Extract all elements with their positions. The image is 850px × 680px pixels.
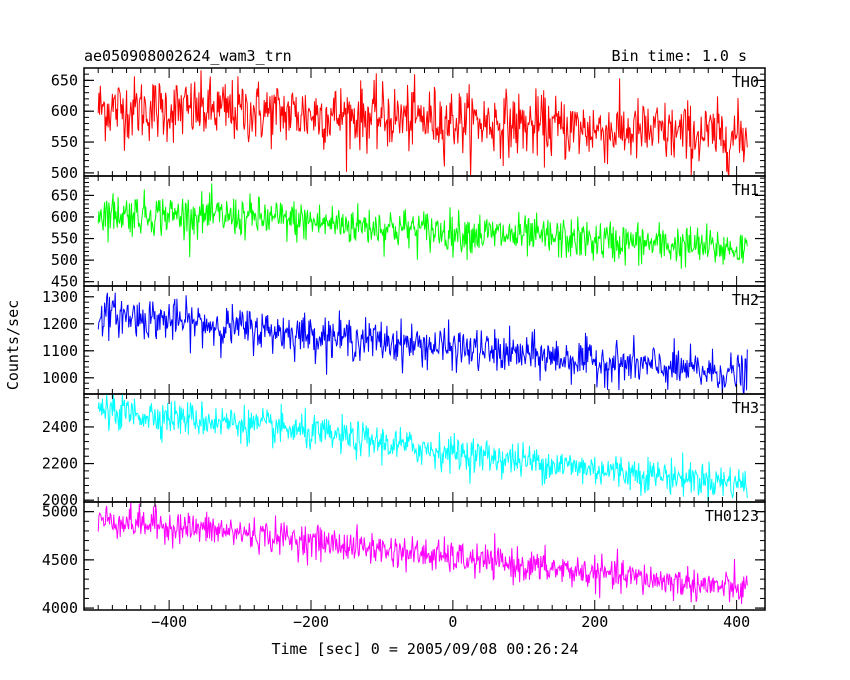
series-line-th3 [97,394,748,502]
panel-frame [83,393,766,503]
panel-th0: 500 550 600 650 TH0 [51,67,766,182]
x-tick-label: 400 [723,613,750,631]
y-tick-label: 600 [51,102,78,120]
panel-th3: 2000 2200 2400 TH3 [42,393,766,509]
y-tick-label: 600 [51,208,78,226]
y-tick-label: 650 [51,186,78,204]
panel-label: TH0 [732,73,759,91]
y-tick-label: 1200 [42,315,78,333]
series-line-th0123 [97,502,748,605]
series-line-th2 [97,292,748,394]
y-tick-label: 1100 [42,342,78,360]
y-tick-label: 450 [51,273,78,291]
panel-label: TH2 [732,291,759,309]
bin-time-label: Bin time: 1.0 s [612,47,747,65]
y-tick-label: 2200 [42,455,78,473]
series-line-th1 [97,183,748,269]
x-axis: −400 −200 0 200 400 [151,613,750,631]
y-tick-label: 550 [51,133,78,151]
panel-th0123: 4000 4500 5000 TH0123 [42,501,766,617]
y-tick-label: 500 [51,251,78,269]
x-axis-label: Time [sec] 0 = 2005/09/08 00:26:24 [271,640,578,658]
x-tick-label: −400 [151,613,187,631]
panels: 500 550 600 650 TH0 450 500 550 600 650 TH1 1000 110… [42,67,766,617]
y-tick-label: 500 [51,164,78,182]
panel-th1: 450 500 550 600 650 TH1 [51,175,766,291]
y-tick-label: 4000 [42,599,78,617]
y-tick-label: 1300 [42,288,78,306]
x-tick-label: 0 [448,613,457,631]
y-axis-label: Counts/sec [4,300,22,390]
y-tick-label: 2000 [42,491,78,509]
y-tick-label: 2400 [42,418,78,436]
chart-title: ae050908002624_wam3_trn [84,47,292,65]
x-tick-label: 200 [581,613,608,631]
panel-label: TH0123 [705,507,759,525]
y-tick-label: 1000 [42,369,78,387]
y-tick-label: 5000 [42,503,78,521]
x-tick-label: −200 [293,613,329,631]
series-line-th0 [97,70,748,176]
y-tick-label: 4500 [42,551,78,569]
y-tick-label: 650 [51,71,78,89]
y-tick-label: 550 [51,230,78,248]
panel-th2: 1000 1100 1200 1300 TH2 [42,285,766,395]
panel-label: TH3 [732,399,759,417]
panel-label: TH1 [732,181,759,199]
